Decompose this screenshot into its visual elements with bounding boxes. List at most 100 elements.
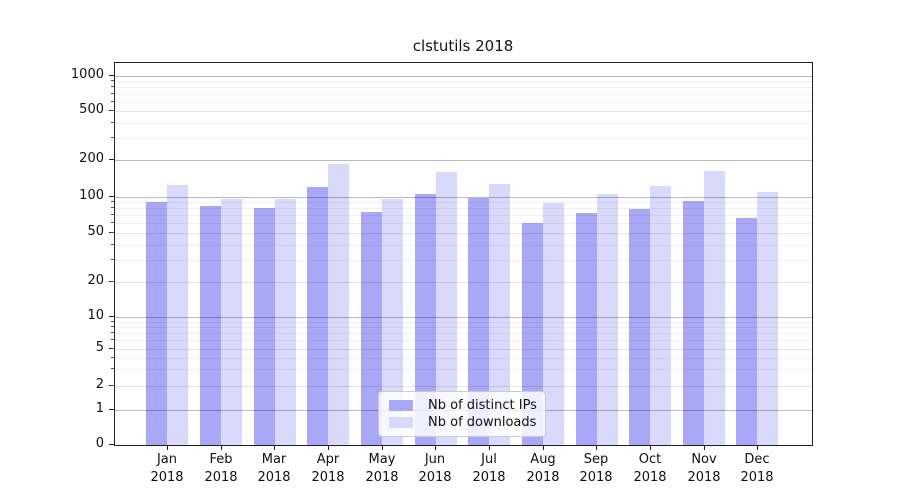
x-tick-label-sep: Sep 2018 (579, 451, 612, 487)
x-tick-month: Dec (744, 452, 770, 467)
y-minortick-3 (111, 368, 114, 369)
legend-row-downloads: Nb of downloads (385, 414, 539, 431)
x-tick-year: 2018 (687, 470, 721, 485)
x-tick-label-mar: Mar 2018 (257, 451, 290, 487)
y-minortick-700 (111, 93, 114, 94)
y-tick-label-50: 50 (87, 224, 104, 239)
y-minortick-30 (111, 259, 114, 260)
plot-area (114, 62, 813, 446)
y-minortick-900 (111, 80, 114, 81)
y-tick-1 (109, 409, 114, 410)
y-tick-0 (109, 444, 114, 445)
x-tick-label-jul: Jul 2018 (472, 451, 505, 487)
x-tick-month: Nov (691, 452, 717, 467)
x-tick-month: May (368, 452, 396, 467)
bar-downloads-may (382, 198, 403, 445)
y-tick-label-0: 0 (95, 436, 104, 451)
y-tick-label-5: 5 (95, 340, 104, 355)
x-tick-dec (757, 445, 758, 450)
x-tick-label-jan: Jan 2018 (150, 451, 183, 487)
y-tick-1000 (109, 75, 114, 76)
x-tick-year: 2018 (365, 470, 399, 485)
bar-distinct-ips-apr (307, 187, 329, 445)
y-minortick-4 (111, 357, 114, 358)
x-tick-jan (167, 445, 168, 450)
y-minortick-400 (111, 122, 114, 123)
bar-downloads-jan (167, 184, 189, 445)
y-tick-label-1000: 1000 (70, 67, 104, 82)
bar-downloads-nov (703, 170, 725, 445)
bar-downloads-jun (435, 171, 457, 445)
bars-layer (115, 63, 812, 445)
x-tick-apr (328, 445, 329, 450)
y-minortick-80 (111, 207, 114, 208)
bar-downloads-aug (542, 203, 564, 445)
y-minortick-800 (111, 86, 114, 87)
y-minortick-6 (111, 339, 114, 340)
x-tick-year: 2018 (526, 470, 560, 485)
x-tick-year: 2018 (150, 470, 184, 485)
x-tick-jun (435, 445, 436, 450)
x-tick-month: Sep (583, 452, 609, 467)
bar-distinct-ips-aug (521, 223, 543, 445)
y-tick-label-10: 10 (87, 308, 104, 323)
bar-downloads-apr (328, 164, 350, 445)
bar-downloads-jul (489, 183, 511, 445)
x-tick-month: Aug (530, 452, 556, 467)
x-tick-month: Oct (638, 452, 662, 467)
y-minortick-50 (111, 232, 114, 233)
x-tick-mar (274, 445, 275, 450)
x-tick-feb (221, 445, 222, 450)
x-tick-sep (596, 445, 597, 450)
bar-distinct-ips-jun (414, 193, 436, 445)
y-minortick-5 (111, 348, 114, 349)
y-tick-label-100: 100 (79, 188, 104, 203)
y-minortick-7 (111, 332, 114, 333)
x-tick-nov (704, 445, 705, 450)
bar-downloads-oct (650, 186, 672, 445)
bar-distinct-ips-sep (575, 213, 597, 445)
x-tick-may (382, 445, 383, 450)
bar-distinct-ips-may (361, 212, 382, 445)
y-minortick-9 (111, 321, 114, 322)
x-tick-year: 2018 (579, 470, 613, 485)
bar-distinct-ips-mar (253, 207, 275, 445)
y-tick-label-200: 200 (79, 151, 104, 166)
bar-distinct-ips-jul (468, 198, 490, 445)
x-tick-month: Jan (156, 452, 178, 467)
x-tick-month: Mar (261, 452, 287, 467)
x-tick-month: Jul (481, 452, 497, 467)
legend-row-distinct-ips: Nb of distinct IPs (385, 397, 539, 414)
x-tick-label-may: May 2018 (365, 451, 398, 487)
legend-label: Nb of distinct IPs (428, 398, 537, 413)
legend: Nb of distinct IPs Nb of downloads (378, 391, 546, 437)
y-tick-label-1: 1 (95, 401, 104, 416)
y-minortick-500 (111, 110, 114, 111)
y-minortick-8 (111, 326, 114, 327)
bar-downloads-dec (757, 191, 779, 445)
bar-distinct-ips-nov (682, 201, 704, 445)
y-minortick-20 (111, 281, 114, 282)
y-minortick-2 (111, 385, 114, 386)
bar-downloads-mar (274, 198, 296, 445)
x-tick-year: 2018 (311, 470, 345, 485)
x-tick-year: 2018 (633, 470, 667, 485)
bar-distinct-ips-jan (146, 202, 168, 445)
y-tick-label-500: 500 (79, 102, 104, 117)
bar-distinct-ips-feb (200, 206, 222, 445)
x-tick-year: 2018 (257, 470, 291, 485)
x-tick-month: Apr (316, 452, 340, 467)
x-tick-month: Feb (209, 452, 233, 467)
x-tick-year: 2018 (204, 470, 238, 485)
x-tick-label-dec: Dec 2018 (740, 451, 773, 487)
bar-downloads-sep (596, 193, 618, 445)
y-tick-100 (109, 196, 114, 197)
x-tick-jul (489, 445, 490, 450)
bar-distinct-ips-dec (736, 218, 758, 445)
x-tick-label-jun: Jun 2018 (418, 451, 451, 487)
y-minortick-40 (111, 244, 114, 245)
x-tick-label-nov: Nov 2018 (687, 451, 720, 487)
y-minortick-60 (111, 222, 114, 223)
x-tick-label-apr: Apr 2018 (311, 451, 344, 487)
